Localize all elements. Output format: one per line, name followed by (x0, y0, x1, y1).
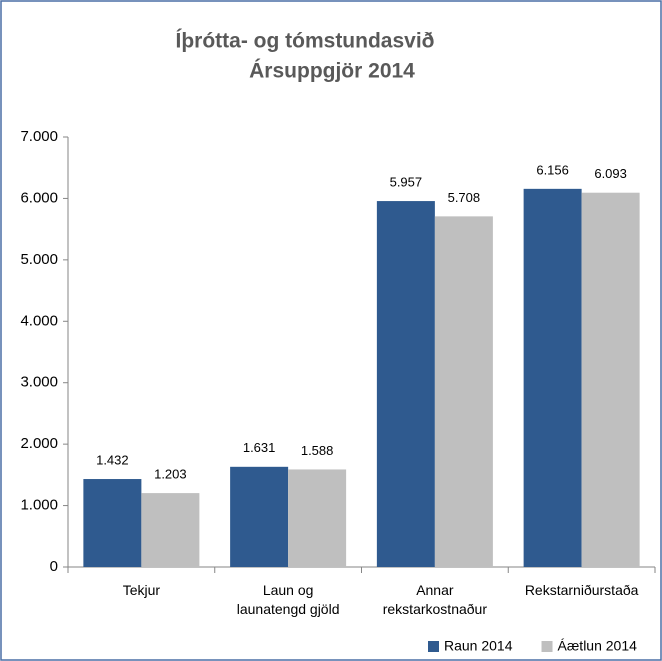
x-tick-label-box: Laun og launatengd gjöld (215, 581, 362, 619)
y-tick-label: 5.000 (20, 251, 58, 268)
legend-label: Raun 2014 (444, 638, 513, 654)
y-tick-label: 7.000 (20, 128, 58, 145)
data-label: 6.156 (536, 162, 569, 177)
data-label: 5.957 (390, 175, 423, 190)
bar (141, 493, 200, 567)
chart-title: Ársuppgjör 2014 (249, 60, 415, 83)
x-tick-label: Laun og launatengd gjöld (236, 582, 340, 617)
y-tick-label: 6.000 (20, 189, 58, 206)
x-tick-label-box: Annar rekstarkostnaður (362, 581, 509, 619)
legend-label: Áætlun 2014 (558, 638, 638, 654)
legend-swatch (428, 641, 439, 652)
y-tick-label: 3.000 (20, 374, 58, 391)
bar (376, 201, 435, 567)
bar (288, 469, 347, 567)
x-tick-label: Annar rekstarkostnaður (382, 582, 488, 617)
data-label: 1.588 (301, 443, 334, 458)
data-label: 6.093 (594, 166, 627, 181)
bar (83, 479, 142, 567)
y-tick-label: 2.000 (20, 435, 58, 452)
legend-swatch (541, 641, 553, 652)
bar (523, 188, 582, 568)
bar (581, 192, 640, 568)
x-tick-label: Rekstarniðurstaða (524, 582, 639, 598)
data-label: 5.708 (448, 190, 481, 205)
bar (230, 466, 289, 567)
bar (434, 216, 493, 567)
y-tick-label: 4.000 (20, 312, 58, 329)
y-tick-label: 0 (50, 558, 58, 575)
x-tick-label: Tekjur (122, 582, 161, 598)
x-tick-label-box: Rekstarniðurstaða (508, 581, 655, 600)
data-label: 1.203 (154, 467, 187, 482)
x-tick-label-box: Tekjur (68, 581, 215, 600)
y-tick-label: 1.000 (20, 497, 58, 514)
chart-title: Íþrótta- og tómstundasvið (176, 30, 435, 53)
data-label: 1.631 (243, 440, 276, 455)
data-label: 1.432 (96, 452, 129, 467)
